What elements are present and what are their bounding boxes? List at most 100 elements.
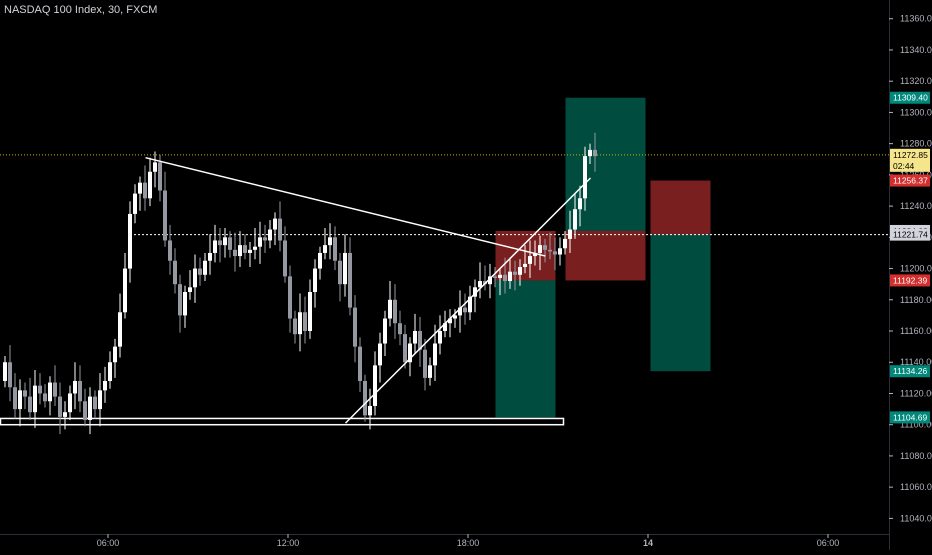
x-tick-label: 06:00 [817, 538, 840, 548]
candle-body [593, 149, 597, 157]
candle-body [588, 149, 592, 157]
candle-body [13, 387, 17, 410]
y-tick-label: 11280.00 [900, 139, 932, 149]
candle-body [463, 307, 467, 313]
candle-body [438, 331, 442, 344]
candle-body [493, 276, 497, 278]
candle-body [173, 260, 177, 285]
candle-body [563, 238, 567, 249]
candle-body [103, 380, 107, 391]
candle-body [468, 296, 472, 313]
candle-body [538, 245, 542, 253]
candle-body [268, 229, 272, 241]
candle-body [383, 318, 387, 344]
y-tick-label: 11360.00 [900, 14, 932, 24]
candle-body [248, 249, 252, 253]
candle-body [238, 245, 242, 257]
y-tick-label: 11140.00 [900, 357, 932, 367]
candle-body [458, 307, 462, 316]
candle-body [278, 218, 282, 241]
candle-body [533, 252, 537, 257]
candle-body [183, 291, 187, 316]
candle-body [328, 237, 332, 246]
price-tag-bg [890, 228, 930, 241]
candle-body [293, 318, 297, 335]
candle-body [573, 209, 577, 230]
price-tag-label: 11272.85 [893, 150, 928, 160]
candle-body [253, 246, 257, 250]
price-tag-label: 11309.40 [893, 93, 928, 103]
price-tag-bg [890, 174, 930, 187]
candle-body [548, 249, 552, 252]
candle-body [508, 271, 512, 282]
candle-body [153, 162, 157, 172]
candle-body [68, 393, 72, 413]
candle-body [423, 349, 427, 378]
candle-body [38, 385, 42, 394]
candle-body [133, 193, 137, 214]
candle-body [433, 343, 437, 366]
price-tag-label: 11192.39 [893, 275, 927, 285]
price-tag-label: 11104.69 [893, 412, 927, 422]
candle-body [168, 240, 172, 261]
x-tick-label: 18:00 [457, 538, 480, 548]
price-tag-label: 02:44 [893, 161, 915, 171]
price-tag-label: 11134.26 [893, 366, 927, 376]
candle-body [353, 307, 357, 347]
candle-body [193, 268, 197, 288]
candle-body [453, 315, 457, 319]
candle-body [338, 260, 342, 285]
candle-body [258, 237, 262, 247]
candle-body [78, 380, 82, 402]
target-zone [650, 234, 711, 372]
candle-body [23, 390, 27, 397]
candle-body [488, 276, 492, 285]
candle-body [348, 252, 352, 308]
candle-body [143, 182, 147, 199]
candle-body [478, 281, 482, 288]
candle-body [18, 390, 22, 410]
candle-body [108, 362, 112, 381]
candle-body [523, 263, 527, 267]
y-tick-label: 11300.00 [900, 107, 932, 117]
candle-body [418, 331, 422, 350]
candle-body [283, 240, 287, 277]
candle-body [213, 240, 217, 253]
x-tick-label: 12:00 [277, 538, 300, 548]
candle-body [343, 252, 347, 285]
candle-body [568, 229, 572, 239]
price-tag-bg [890, 91, 930, 104]
y-tick-label: 11060.00 [900, 482, 932, 492]
candle-body [223, 237, 227, 246]
candle-body [53, 382, 57, 397]
candle-body [428, 365, 432, 378]
y-tick-label: 11240.00 [900, 201, 932, 211]
candle-body [198, 268, 202, 275]
candle-body [123, 268, 127, 313]
candle-body [58, 396, 62, 417]
candle-body [73, 380, 77, 394]
candle-body [358, 346, 362, 381]
candle-body [318, 252, 322, 269]
y-tick-label: 11120.00 [900, 388, 932, 398]
candle-body [163, 190, 167, 241]
candle-body [288, 276, 292, 319]
x-tick-label: 14 [643, 538, 653, 548]
candle-body [503, 274, 507, 282]
risk-zone [565, 230, 646, 281]
candle-body [243, 245, 247, 253]
candle-body [158, 162, 162, 191]
y-tick-label: 11320.00 [900, 76, 932, 86]
price-tag-label: 11221.74 [893, 230, 928, 240]
price-tag-bg [890, 159, 930, 172]
price-tag-bg [890, 148, 930, 161]
x-tick-label: 06:00 [97, 538, 120, 548]
candle-body [203, 260, 207, 275]
candle-body [443, 323, 447, 332]
support-zone-box [0, 417, 565, 426]
candle-body [43, 393, 47, 402]
chart-title: NASDAQ 100 Index, 30, FXCM [4, 4, 158, 16]
candle-body [498, 274, 502, 278]
y-tick-label: 11080.00 [900, 451, 932, 461]
candle-body [128, 213, 132, 269]
